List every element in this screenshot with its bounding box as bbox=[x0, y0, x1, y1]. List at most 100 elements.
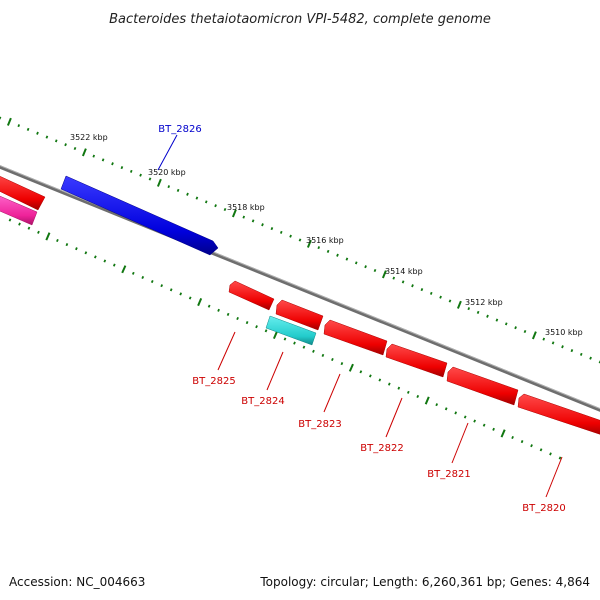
gene-features bbox=[0, 174, 600, 436]
minor-tick bbox=[56, 238, 59, 243]
minor-tick bbox=[148, 177, 152, 181]
minor-tick bbox=[448, 299, 452, 303]
minor-tick bbox=[84, 251, 88, 255]
minor-tick bbox=[454, 411, 458, 415]
minor-tick bbox=[378, 378, 382, 382]
major-tick bbox=[81, 148, 87, 157]
minor-tick bbox=[387, 382, 391, 386]
minor-tick bbox=[336, 253, 339, 257]
minor-tick bbox=[539, 448, 543, 452]
major-tick bbox=[531, 331, 537, 340]
minor-tick bbox=[188, 296, 192, 300]
minor-tick bbox=[37, 230, 40, 234]
gene-label-bt-2821[interactable]: BT_2821 bbox=[427, 469, 470, 480]
minor-tick bbox=[245, 321, 249, 325]
minor-tick bbox=[150, 280, 154, 284]
outer-tick-track bbox=[0, 116, 600, 364]
minor-tick bbox=[207, 304, 211, 308]
minor-tick bbox=[293, 341, 296, 345]
minor-tick bbox=[444, 407, 448, 411]
minor-tick bbox=[392, 276, 396, 280]
minor-tick bbox=[251, 219, 255, 223]
minor-tick bbox=[54, 139, 58, 143]
minor-tick bbox=[139, 173, 142, 177]
minor-tick bbox=[504, 322, 508, 326]
minor-tick bbox=[112, 263, 116, 267]
gene-label-bt-2822[interactable]: BT_2822 bbox=[360, 443, 403, 454]
gene-arrow-bt-2825[interactable] bbox=[228, 280, 275, 311]
genome-summary-text: Topology: circular; Length: 6,260,361 bp… bbox=[259, 575, 590, 589]
gene-arrow-bt-2826[interactable] bbox=[60, 175, 219, 256]
gene-arrow-partial-red[interactable] bbox=[0, 174, 46, 211]
minor-tick bbox=[214, 204, 217, 208]
minor-tick bbox=[223, 207, 227, 212]
minor-tick bbox=[298, 238, 302, 242]
major-tick bbox=[156, 178, 162, 187]
major-tick bbox=[231, 209, 237, 218]
gene-label-leader bbox=[217, 331, 236, 371]
major-tick bbox=[456, 300, 462, 309]
map-title: Bacteroides thetaiotaomicron VPI-5482, c… bbox=[109, 12, 491, 27]
gene-label-bt-2826[interactable]: BT_2826 bbox=[158, 124, 201, 135]
minor-tick bbox=[359, 370, 363, 374]
major-tick bbox=[45, 232, 51, 241]
gene-label-leader bbox=[157, 134, 178, 171]
minor-tick bbox=[364, 265, 367, 269]
minor-tick bbox=[167, 185, 171, 189]
minor-tick bbox=[217, 308, 220, 312]
major-tick bbox=[272, 330, 279, 339]
minor-tick bbox=[486, 314, 489, 318]
minor-tick bbox=[289, 234, 292, 238]
major-tick bbox=[197, 298, 203, 307]
minor-tick bbox=[326, 249, 330, 253]
scale-labels: 3522 kbp 3520 kbp 3518 kbp 3516 kbp 3514… bbox=[70, 133, 583, 337]
gene-label-bt-2825[interactable]: BT_2825 bbox=[192, 376, 235, 387]
gene-label-leader bbox=[385, 397, 403, 438]
minor-tick bbox=[255, 325, 258, 329]
minor-tick bbox=[476, 310, 480, 314]
major-tick bbox=[6, 117, 12, 126]
minor-tick bbox=[179, 292, 183, 296]
gene-arrow-bt-2824[interactable] bbox=[275, 299, 324, 331]
minor-tick bbox=[160, 284, 164, 288]
gene-arrow-bt-2823[interactable] bbox=[323, 319, 388, 356]
minor-tick bbox=[317, 246, 321, 250]
minor-tick bbox=[401, 280, 405, 284]
gene-label-leader bbox=[266, 351, 284, 391]
major-tick bbox=[500, 429, 506, 438]
minor-tick bbox=[204, 200, 208, 204]
scale-label: 3516 kbp bbox=[306, 236, 344, 245]
gene-label-bt-2824[interactable]: BT_2824 bbox=[241, 396, 284, 407]
minor-tick bbox=[520, 440, 524, 444]
major-tick bbox=[306, 239, 312, 248]
minor-tick bbox=[236, 316, 239, 321]
minor-tick bbox=[141, 275, 145, 279]
minor-tick bbox=[17, 124, 21, 128]
gene-arrow-cyan[interactable] bbox=[265, 315, 317, 346]
scale-label: 3522 kbp bbox=[70, 133, 108, 142]
minor-tick bbox=[373, 268, 377, 273]
gene-arrow-partial-pink[interactable] bbox=[0, 194, 38, 226]
minor-tick bbox=[368, 374, 372, 378]
gene-arrow-bt-2822[interactable] bbox=[385, 343, 448, 378]
minor-tick bbox=[406, 390, 410, 394]
minor-tick bbox=[354, 261, 358, 265]
gene-label-bt-2823[interactable]: BT_2823 bbox=[298, 419, 341, 430]
minor-tick bbox=[120, 166, 124, 170]
minor-tick bbox=[45, 135, 49, 139]
minor-tick bbox=[283, 337, 287, 341]
minor-tick bbox=[36, 131, 39, 135]
gene-arrow-bt-2821[interactable] bbox=[446, 366, 519, 406]
gene-label-leader bbox=[545, 456, 563, 498]
minor-tick bbox=[340, 362, 344, 366]
minor-tick bbox=[73, 146, 77, 151]
minor-tick bbox=[570, 349, 574, 353]
inner-tick-track bbox=[8, 218, 562, 460]
gene-arrow-bt-2820[interactable] bbox=[517, 393, 600, 436]
scale-label: 3518 kbp bbox=[227, 203, 265, 212]
minor-tick bbox=[495, 318, 499, 322]
minor-tick bbox=[321, 353, 325, 357]
gene-label-bt-2820[interactable]: BT_2820 bbox=[522, 503, 565, 514]
gene-label-leader bbox=[451, 422, 469, 464]
